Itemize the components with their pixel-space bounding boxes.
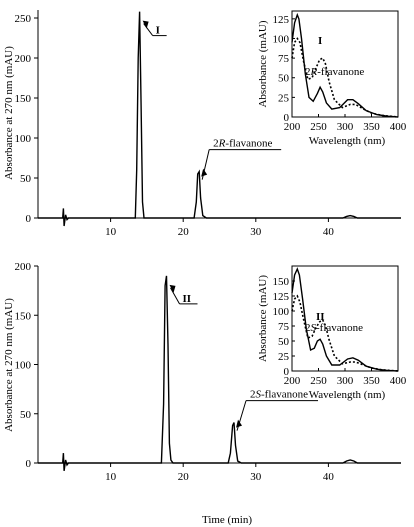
inset-frame: [291, 265, 399, 372]
y-tick-label: 100: [15, 133, 32, 145]
y-tick-label: 0: [26, 458, 32, 470]
x-tick-label: 20: [178, 471, 190, 483]
flavanone-arrowhead: [201, 168, 208, 177]
inset-x-tick-label: 400: [390, 375, 407, 387]
chromatogram-series-0: [38, 11, 401, 227]
inset-y-tick-label: 100: [273, 306, 290, 318]
flavanone-label: 2R-flavanone: [213, 138, 272, 150]
inset-y-tick-label: 100: [273, 33, 290, 45]
inset-series-flavanone: [291, 294, 399, 372]
inset-x-tick-label: 350: [363, 375, 380, 387]
peak-arrowhead: [142, 20, 149, 29]
inset-flavanone-label-part: 2: [305, 322, 311, 334]
inset-series-flavanone: [291, 37, 399, 118]
y-tick-label: 250: [15, 13, 32, 25]
x-tick-label: 40: [323, 471, 335, 483]
inset-y-tick-label: 0: [284, 366, 290, 378]
inset-y-tick-label: 50: [278, 73, 290, 85]
inset-x-tick-label: 350: [363, 121, 380, 133]
flavanone-label-part: -flavanone: [225, 138, 272, 150]
inset-y-tick-label: 0: [284, 112, 290, 124]
inset-y-tick-label: 50: [278, 336, 290, 348]
inset-x-axis-label: Wavelength (nm): [309, 389, 386, 401]
y-axis-label: Absorbance at 270 nm (mAU): [3, 298, 15, 432]
inset-x-tick-label: 300: [337, 121, 354, 133]
inset-y-tick-label: 25: [278, 351, 290, 363]
inset-flavanone-label-part: R: [310, 66, 318, 78]
inset-peak-label: I: [318, 35, 322, 47]
flavanone-arrowhead: [236, 419, 243, 428]
uv-spectrum-inset: 0 25 50 75 100 125 150 200 250 300 350 400 Wavelengt…: [257, 265, 407, 401]
y-tick-label: 150: [15, 93, 32, 105]
y-tick-label: 100: [15, 360, 32, 372]
flavanone-label-part: R: [218, 138, 226, 150]
x-tick-label: 10: [105, 226, 117, 238]
flavanone-label-part: S: [256, 389, 262, 401]
y-tick-label: 50: [20, 409, 32, 421]
inset-y-axis-label: Absorbance (mAU): [257, 20, 269, 107]
inset-x-tick-label: 200: [284, 375, 301, 387]
inset-flavanone-label: 2R-flavanone: [305, 66, 364, 78]
peak-arrow: [143, 23, 154, 36]
flavanone-label-part: -flavanone: [261, 389, 308, 401]
y-tick-label: 200: [15, 53, 32, 65]
inset-y-tick-label: 75: [278, 53, 290, 65]
inset-series-peak: [291, 12, 399, 118]
x-tick-label: 30: [250, 226, 262, 238]
y-tick-label: 0: [26, 213, 32, 225]
peak-arrow: [170, 287, 180, 305]
y-tick-label: 50: [20, 173, 32, 185]
inset-x-tick-label: 250: [310, 375, 327, 387]
peak-label: II: [183, 293, 192, 305]
y-axis-label: Absorbance at 270 nm (mAU): [3, 46, 15, 180]
inset-y-tick-label: 125: [273, 14, 290, 26]
inset-flavanone-label: 2S-flavanone: [305, 322, 363, 334]
y-tick-label: 150: [15, 310, 32, 322]
x-tick-label: 40: [323, 226, 335, 238]
inset-x-tick-label: 200: [284, 121, 301, 133]
inset-flavanone-label-part: -flavanone: [316, 322, 363, 334]
flavanone-label-part: 2: [250, 389, 256, 401]
inset-y-tick-label: 150: [273, 276, 290, 288]
peak-arrowhead: [169, 284, 176, 293]
inset-frame: [291, 10, 399, 118]
inset-x-tick-label: 250: [310, 121, 327, 133]
inset-y-tick-label: 25: [278, 92, 290, 104]
inset-y-tick-label: 75: [278, 321, 290, 333]
inset-x-axis-label: Wavelength (nm): [309, 135, 386, 147]
x-axis-label: Time (min): [202, 514, 252, 526]
inset-flavanone-label-part: -flavanone: [317, 66, 364, 78]
inset-peak-label: II: [316, 311, 325, 323]
flavanone-label: 2S-flavanone: [250, 389, 308, 401]
inset-x-tick-label: 300: [337, 375, 354, 387]
uv-spectrum-inset: 0 25 50 75 100 125 200 250 300 350 400 Wavelength (…: [257, 10, 407, 147]
inset-y-tick-label: 125: [273, 291, 290, 303]
inset-y-axis-label: Absorbance (mAU): [257, 275, 269, 362]
chromatogram-series-0: [38, 275, 401, 471]
flavanone-label-part: 2: [213, 138, 219, 150]
inset-series-peak: [291, 267, 399, 372]
y-tick-label: 200: [15, 261, 32, 273]
inset-flavanone-label-part: S: [311, 322, 317, 334]
x-tick-label: 30: [250, 471, 262, 483]
inset-flavanone-label-part: 2: [305, 66, 311, 78]
peak-label: I: [156, 25, 160, 37]
x-tick-label: 10: [105, 471, 117, 483]
inset-x-tick-label: 400: [390, 121, 407, 133]
x-tick-label: 20: [178, 226, 190, 238]
